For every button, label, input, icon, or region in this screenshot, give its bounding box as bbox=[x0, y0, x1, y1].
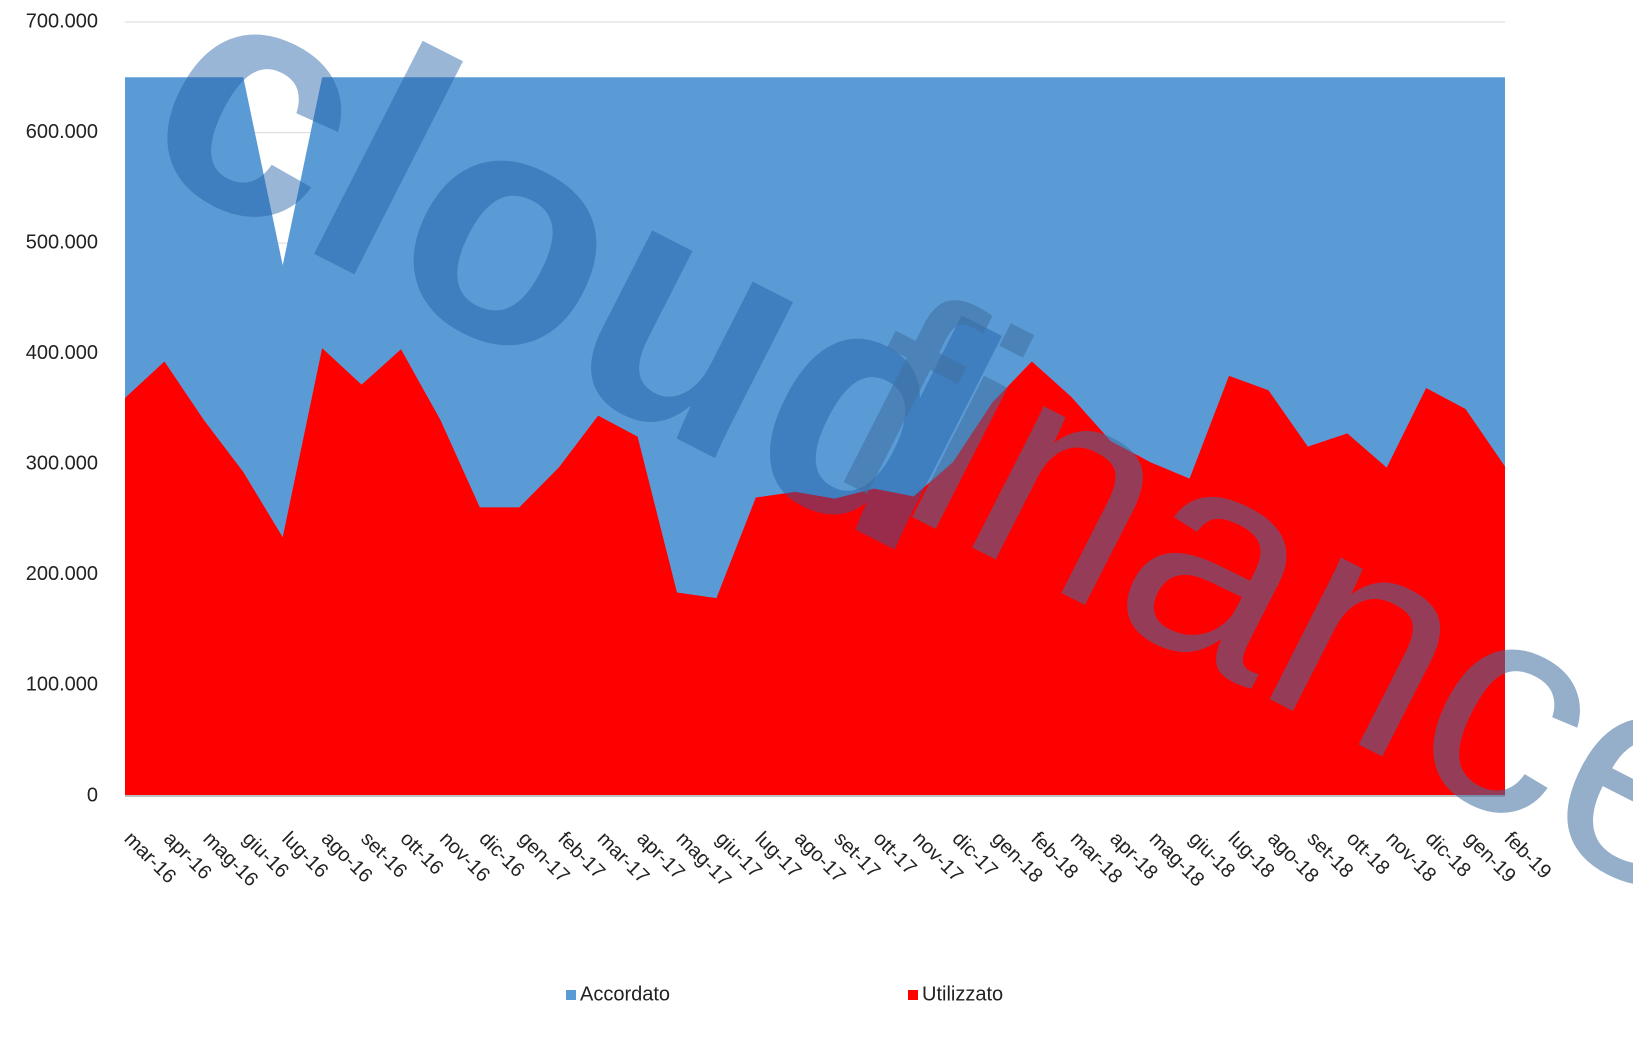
y-tick-label: 100.000 bbox=[26, 674, 98, 696]
area bbox=[125, 348, 1505, 796]
legend-swatch bbox=[908, 990, 918, 1000]
legend-swatch bbox=[566, 990, 576, 1000]
y-tick-label: 600.000 bbox=[26, 121, 98, 143]
y-tick-label: 0 bbox=[87, 784, 98, 806]
legend-label: Utilizzato bbox=[922, 983, 1003, 1005]
y-tick-label: 500.000 bbox=[26, 231, 98, 253]
y-tick-label: 300.000 bbox=[26, 453, 98, 475]
y-tick-label: 700.000 bbox=[26, 10, 98, 32]
y-tick-label: 200.000 bbox=[26, 563, 98, 585]
y-tick-label: 400.000 bbox=[26, 342, 98, 364]
legend-label: Accordato bbox=[580, 983, 670, 1005]
